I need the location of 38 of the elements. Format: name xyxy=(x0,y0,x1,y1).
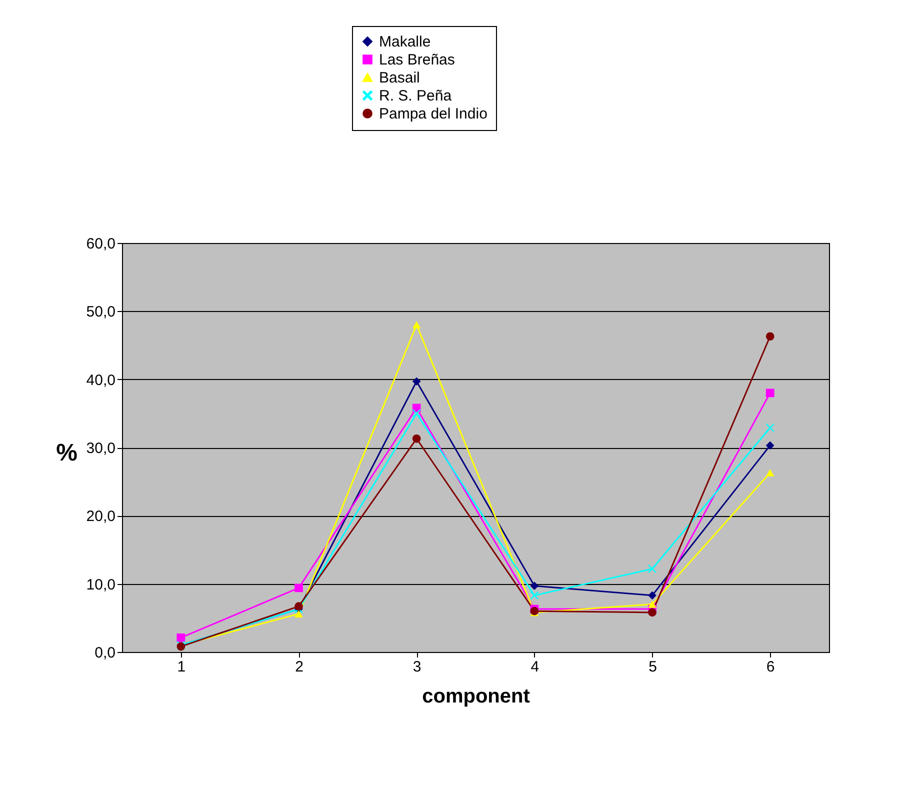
point xyxy=(530,591,539,600)
point xyxy=(766,469,774,476)
y-tick-label: 10,0 xyxy=(86,576,116,594)
legend-label: Pampa del Indio xyxy=(379,106,488,122)
legend-label: Basail xyxy=(379,70,420,86)
point xyxy=(294,602,303,611)
point xyxy=(412,409,421,418)
x-tick-label: 4 xyxy=(530,658,540,676)
x-tick-label: 1 xyxy=(177,658,186,676)
point xyxy=(412,377,421,386)
point xyxy=(648,608,656,617)
point xyxy=(176,634,186,642)
point xyxy=(412,434,421,443)
point xyxy=(766,388,774,398)
x-tick-label: 3 xyxy=(412,658,422,676)
point xyxy=(648,591,656,600)
legend-label: Makalle xyxy=(379,34,431,50)
y-tick-label: 60,0 xyxy=(86,236,116,252)
point xyxy=(766,332,774,341)
legend-label: Las Breñas xyxy=(379,52,455,68)
x-tick-label: 6 xyxy=(766,658,775,676)
x-tick-label: 2 xyxy=(295,658,304,676)
x-tick-label: 5 xyxy=(648,658,657,676)
y-axis-title: % xyxy=(56,440,78,466)
y-tick-label: 40,0 xyxy=(86,372,116,389)
x-axis-title: component xyxy=(422,686,530,708)
point xyxy=(766,424,774,432)
point xyxy=(294,584,303,592)
point xyxy=(766,441,774,450)
point xyxy=(412,321,421,328)
y-tick-label: 30,0 xyxy=(86,440,116,457)
point xyxy=(648,600,656,608)
y-tick-label: 50,0 xyxy=(86,304,116,321)
y-tick-label: 20,0 xyxy=(86,508,116,526)
y-tick-label: 0,0 xyxy=(94,644,116,662)
point xyxy=(530,582,539,590)
point xyxy=(294,610,303,618)
legend-label: R. S. Peña xyxy=(379,88,452,104)
